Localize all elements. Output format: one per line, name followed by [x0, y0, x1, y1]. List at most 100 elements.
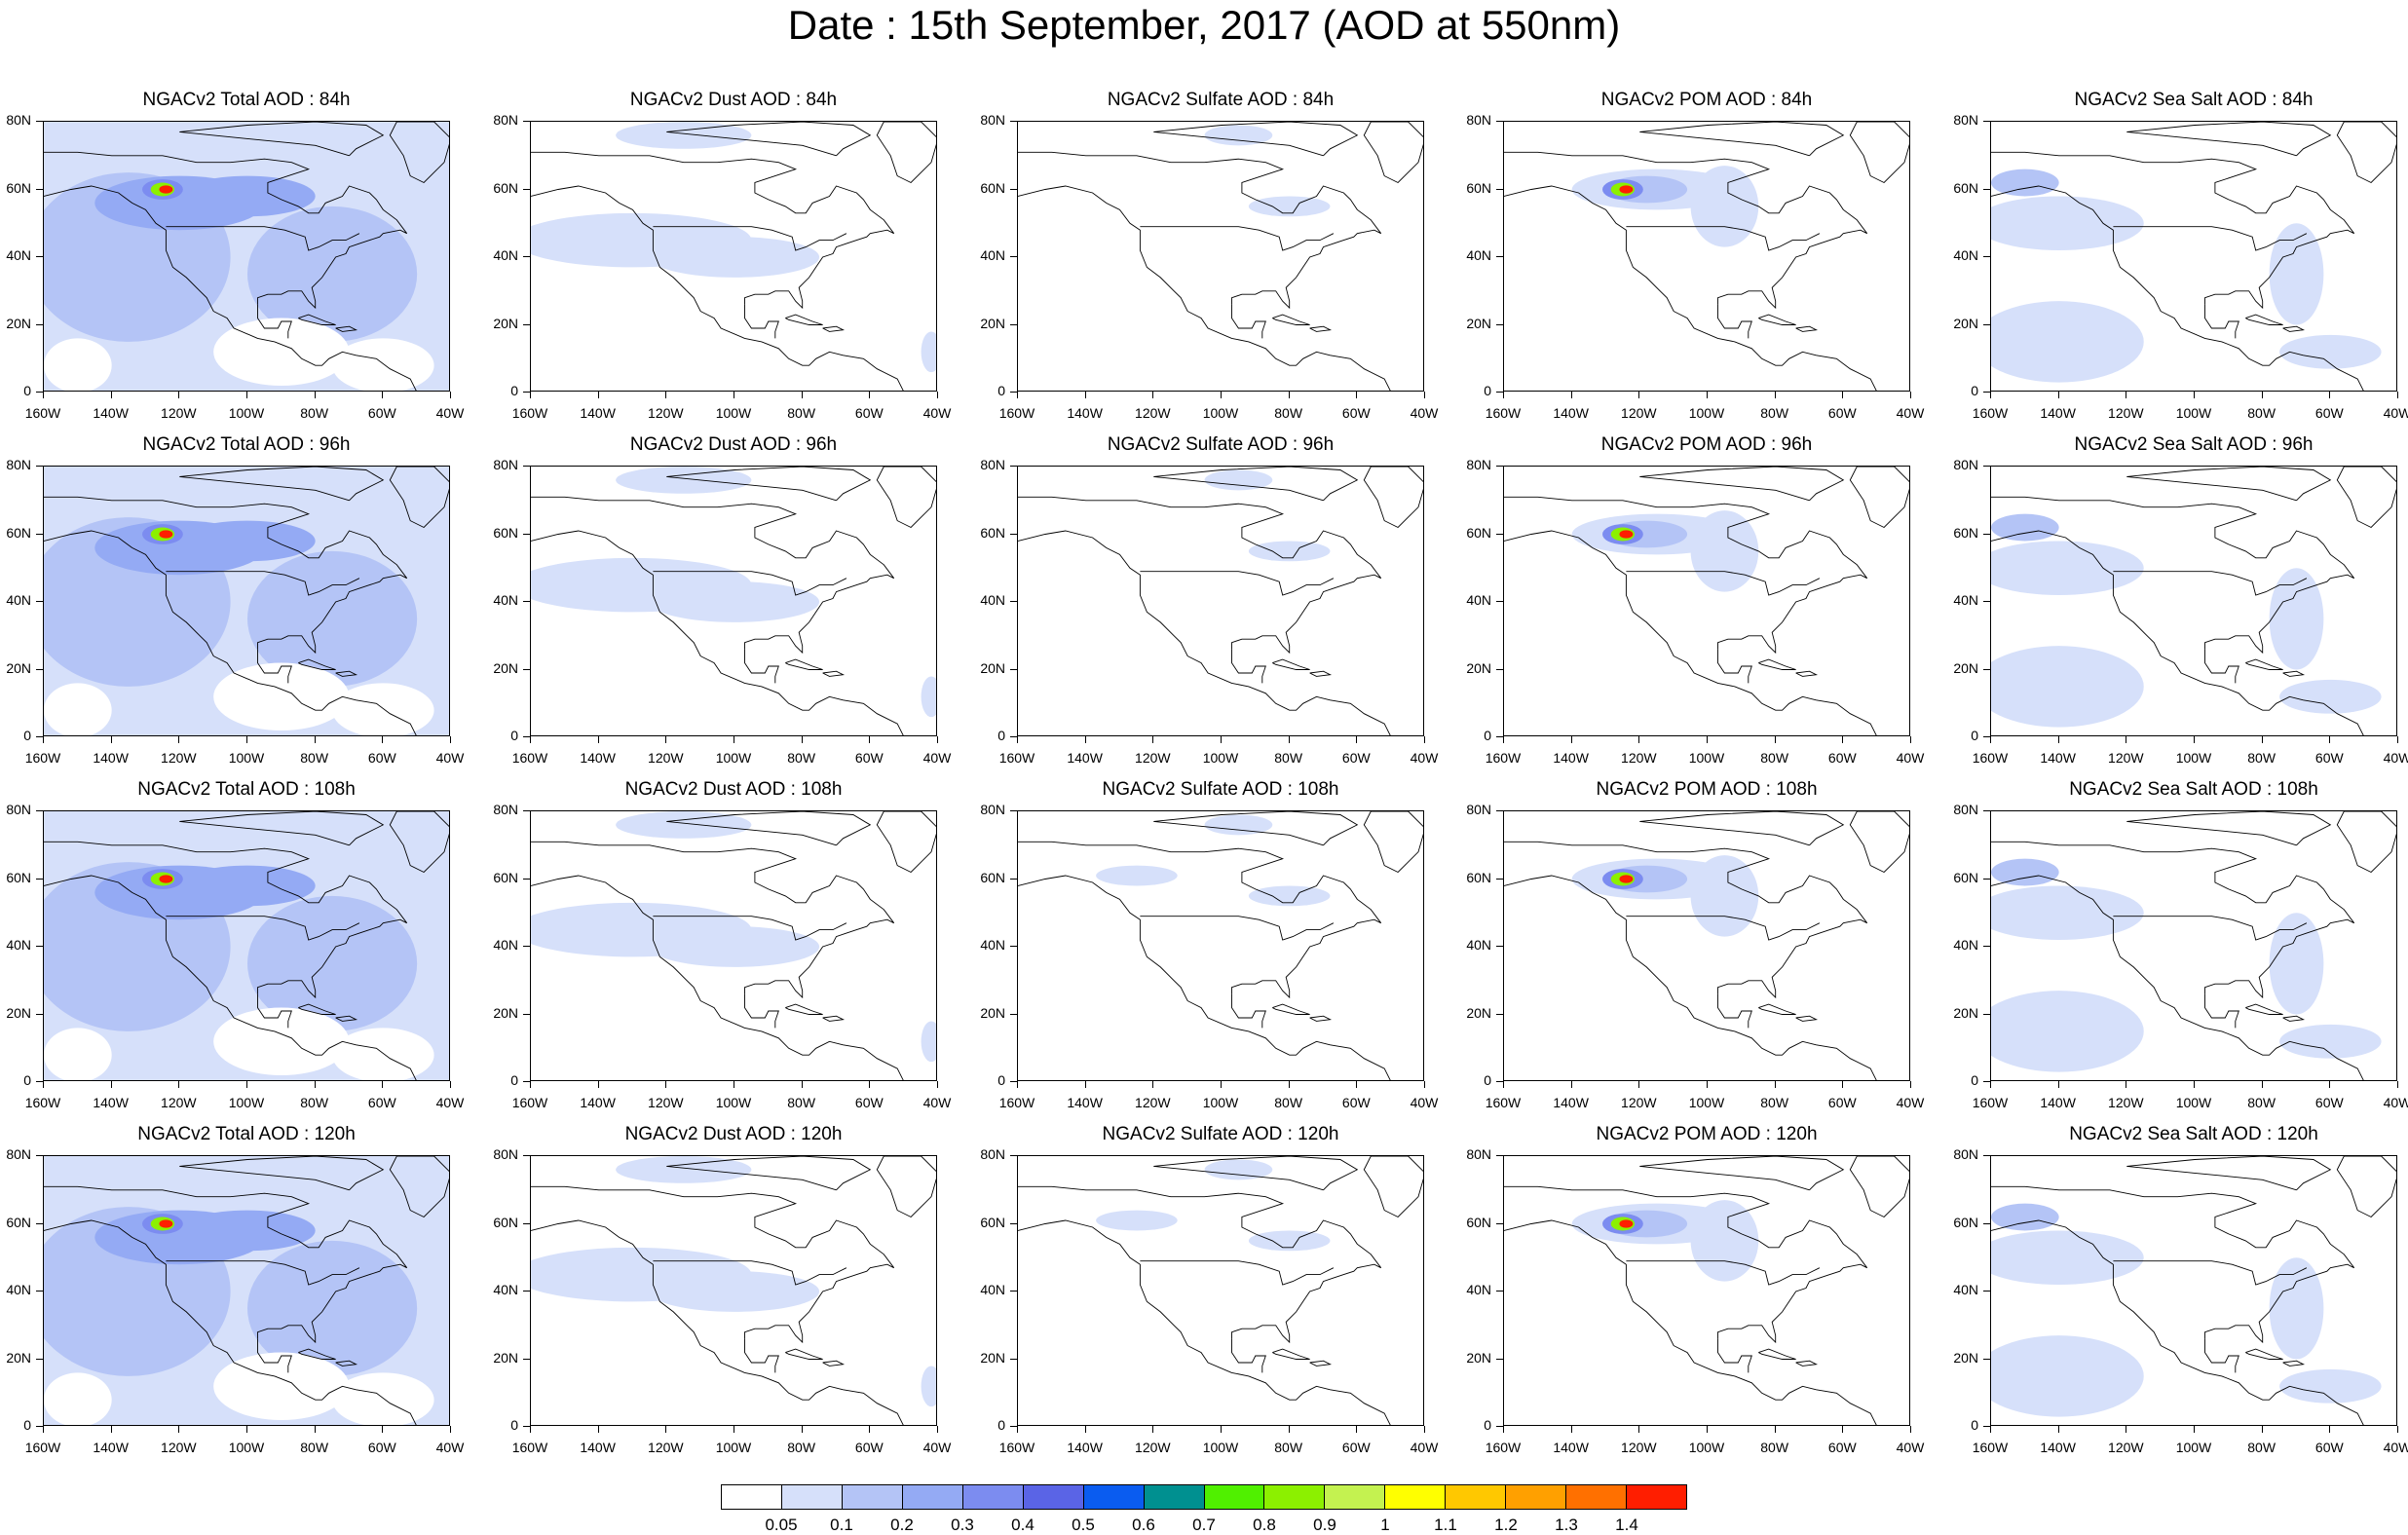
x-tick-mark — [869, 736, 871, 743]
y-tick-label: 0 — [510, 1417, 518, 1433]
x-tick-label: 60W — [854, 1440, 884, 1455]
x-tick-mark — [178, 1081, 180, 1088]
map-plot-area — [43, 1155, 450, 1426]
y-tick-mark — [523, 878, 530, 880]
aod-field — [44, 122, 449, 391]
x-tick-label: 160W — [1485, 1095, 1522, 1110]
x-tick-mark — [1152, 1081, 1154, 1088]
x-tick-mark — [450, 1426, 451, 1433]
y-tick-label: 20N — [6, 315, 31, 331]
map-plot-area — [1503, 1155, 1910, 1426]
y-tick-mark — [36, 668, 43, 670]
y-tick-mark — [1496, 946, 1503, 947]
y-tick-label: 60N — [493, 869, 518, 885]
y-tick-label: 60N — [980, 179, 1005, 196]
y-tick-mark — [1010, 533, 1017, 535]
aod-field — [1991, 122, 2396, 391]
colorbar-label: 0.1 — [830, 1516, 853, 1534]
map-plot-area — [1503, 810, 1910, 1081]
x-tick-mark — [530, 1426, 531, 1433]
y-tick-mark — [36, 256, 43, 257]
colorbar-label: 0.6 — [1132, 1516, 1155, 1534]
panel-title: NGACv2 Sea Salt AOD : 108h — [2069, 779, 2318, 800]
y-tick-mark — [523, 1291, 530, 1292]
y-tick-label: 60N — [1953, 869, 1978, 885]
y-tick-label: 40N — [493, 592, 518, 608]
y-tick-label: 0 — [1484, 728, 1491, 743]
y-tick-mark — [523, 392, 530, 393]
aod-field — [1504, 811, 1909, 1080]
x-tick-mark — [2397, 1426, 2398, 1433]
x-tick-label: 120W — [648, 405, 684, 421]
panel-title: NGACv2 Dust AOD : 84h — [629, 90, 838, 110]
x-tick-mark — [2261, 736, 2263, 743]
x-tick-mark — [1084, 1426, 1086, 1433]
x-tick-label: 60W — [1827, 750, 1857, 766]
y-tick-label: 0 — [997, 1417, 1005, 1433]
x-tick-label: 40W — [922, 1095, 952, 1110]
x-tick-mark — [43, 736, 44, 743]
map-plot-area — [1503, 466, 1910, 736]
y-tick-mark — [36, 946, 43, 947]
x-tick-mark — [1503, 392, 1504, 398]
x-tick-mark — [1017, 736, 1018, 743]
map-plot-area — [1503, 121, 1910, 392]
x-tick-mark — [530, 736, 531, 743]
x-tick-label: 140W — [93, 1440, 129, 1455]
x-tick-label: 80W — [787, 1440, 816, 1455]
y-tick-label: 0 — [1971, 1417, 1978, 1433]
map-plot-area — [1017, 121, 1424, 392]
map-plot-area — [530, 466, 937, 736]
y-tick-label: 40N — [6, 1282, 31, 1297]
x-tick-label: 80W — [1274, 1095, 1303, 1110]
y-tick-label: 20N — [1466, 659, 1491, 676]
x-tick-label: 40W — [1896, 1095, 1925, 1110]
panel-title: NGACv2 Total AOD : 96h — [142, 434, 351, 455]
aod-field — [531, 122, 936, 391]
x-tick-mark — [1424, 736, 1425, 743]
y-tick-label: 0 — [1971, 728, 1978, 743]
x-tick-mark — [2057, 736, 2059, 743]
x-tick-label: 40W — [1410, 750, 1439, 766]
x-tick-mark — [2057, 1426, 2059, 1433]
y-tick-label: 40N — [1466, 247, 1491, 263]
x-tick-label: 140W — [93, 405, 129, 421]
y-tick-label: 40N — [6, 937, 31, 953]
aod-field — [1991, 811, 2396, 1080]
x-tick-mark — [1774, 736, 1776, 743]
x-tick-mark — [1990, 1081, 1991, 1088]
colorbar-label: 1 — [1380, 1516, 1390, 1534]
y-tick-label: 80N — [6, 1146, 31, 1162]
x-tick-mark — [110, 1081, 112, 1088]
x-tick-label: 60W — [2314, 1095, 2344, 1110]
x-tick-label: 80W — [1760, 1095, 1789, 1110]
colorbar-label: 0.9 — [1313, 1516, 1336, 1534]
y-tick-mark — [36, 188, 43, 190]
y-tick-mark — [1010, 736, 1017, 737]
panel-title: NGACv2 POM AOD : 84h — [1600, 90, 1813, 110]
colorbar-swatch — [781, 1485, 843, 1509]
x-tick-mark — [1424, 1426, 1425, 1433]
x-tick-label: 40W — [1410, 1440, 1439, 1455]
x-tick-mark — [665, 392, 667, 398]
y-tick-label: 0 — [997, 1072, 1005, 1088]
x-tick-label: 120W — [1621, 1095, 1657, 1110]
x-tick-label: 60W — [367, 1095, 396, 1110]
x-tick-label: 60W — [2314, 405, 2344, 421]
y-tick-label: 60N — [1953, 524, 1978, 541]
x-tick-mark — [1503, 1081, 1504, 1088]
x-tick-mark — [1424, 392, 1425, 398]
map-plot-area — [43, 810, 450, 1081]
colorbar — [721, 1484, 1687, 1510]
x-tick-mark — [801, 1081, 803, 1088]
y-tick-mark — [1983, 810, 1990, 811]
x-tick-label: 60W — [1827, 1440, 1857, 1455]
y-tick-mark — [36, 1358, 43, 1360]
x-tick-label: 120W — [1135, 1440, 1171, 1455]
x-tick-mark — [1221, 1426, 1222, 1433]
x-tick-mark — [1221, 736, 1222, 743]
x-tick-mark — [246, 736, 247, 743]
x-tick-mark — [937, 392, 938, 398]
colorbar-swatch — [902, 1485, 963, 1509]
x-tick-mark — [1707, 392, 1708, 398]
